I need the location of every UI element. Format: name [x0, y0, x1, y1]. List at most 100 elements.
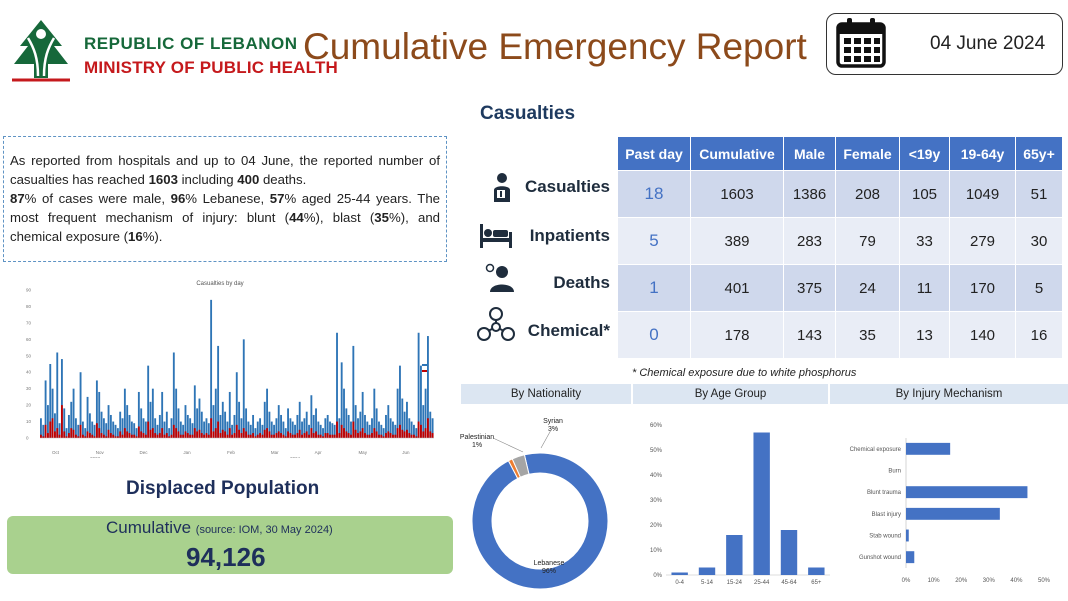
day-bar-deaths	[51, 418, 54, 438]
day-bar-casualties	[259, 418, 262, 438]
day-bar-deaths	[249, 434, 252, 438]
day-bar-casualties	[324, 418, 327, 438]
day-bar-deaths	[352, 421, 355, 438]
day-bar-deaths	[226, 434, 229, 438]
x-tick-label: 45-64	[781, 580, 797, 586]
day-bar-casualties	[256, 421, 259, 438]
casualties-table: Past day Cumulative Male Female <19y 19-…	[617, 136, 1063, 359]
day-bar-deaths	[214, 428, 217, 438]
x-tick-label: 40%	[1010, 578, 1023, 584]
x-tick-label: Dec	[140, 450, 149, 455]
y-tick-label: 60	[26, 337, 32, 342]
day-bar-deaths	[196, 431, 199, 438]
day-bar-casualties	[427, 336, 429, 438]
day-bar-deaths	[301, 434, 303, 438]
day-bar-casualties	[296, 414, 299, 438]
y-tick-label: 10%	[650, 548, 663, 554]
day-bar-deaths	[186, 433, 189, 438]
day-bar-casualties	[249, 424, 252, 438]
day-bar-casualties	[165, 411, 168, 438]
tab-by-age-group[interactable]: By Age Group	[633, 384, 828, 404]
day-bar-deaths	[142, 433, 145, 438]
day-bar-deaths	[305, 431, 308, 438]
day-bar-casualties	[385, 414, 387, 438]
casualties-by-day-chart: Casualties by day 0 10 20 30 40 50 60 70 80 90 Oct…	[26, 281, 434, 458]
day-bar-casualties	[245, 408, 248, 438]
day-bar-casualties	[161, 391, 164, 438]
y-tick-label: 20	[26, 403, 32, 408]
day-bar-casualties	[184, 405, 187, 438]
day-bar-deaths	[177, 431, 180, 438]
day-bar-casualties	[238, 401, 241, 438]
day-bar-casualties	[394, 424, 397, 438]
day-bar-casualties	[420, 365, 422, 438]
day-bar-casualties	[137, 391, 140, 438]
day-bar-deaths	[191, 434, 194, 438]
day-bar-deaths	[331, 434, 334, 438]
day-bar-casualties	[233, 414, 236, 438]
tab-by-injury-mechanism[interactable]: By Injury Mechanism	[830, 384, 1068, 404]
displaced-value: 94,126	[186, 542, 266, 572]
y-tick-label: 0	[26, 436, 29, 441]
x-tick-label: Mar	[271, 450, 279, 455]
hospital-bed-icon	[480, 224, 512, 248]
day-bar-casualties	[375, 408, 378, 438]
day-bar-casualties	[151, 388, 154, 438]
day-bar-casualties	[322, 428, 324, 438]
day-bar-deaths	[289, 433, 292, 438]
day-bar-casualties	[105, 423, 108, 438]
col-male: Male	[783, 136, 836, 171]
day-bar-deaths	[427, 418, 429, 438]
day-bar-deaths	[137, 426, 140, 438]
day-bar-deaths	[261, 434, 264, 438]
day-bar-casualties	[231, 424, 234, 438]
day-bar-casualties	[198, 398, 201, 438]
day-bar-casualties	[121, 418, 124, 438]
x-tick-label: 30%	[983, 578, 996, 584]
y-tick-label: 70	[26, 320, 32, 325]
day-bar-deaths	[72, 429, 75, 438]
day-bar-casualties	[163, 421, 166, 438]
year-label: 2024	[290, 456, 301, 458]
mechanism-bar	[906, 507, 1000, 520]
day-bar-casualties	[58, 423, 61, 438]
day-bar-deaths	[44, 424, 47, 438]
day-bar-deaths	[233, 433, 236, 438]
x-tick-label: 50%	[1038, 578, 1051, 584]
day-bar-casualties	[200, 411, 203, 438]
day-bar-deaths	[161, 428, 164, 438]
day-bar-casualties	[182, 424, 185, 438]
day-bar-casualties	[331, 423, 334, 438]
age-group-chart: 0% 10% 20% 30% 40% 50% 60% 0-4 5-14 15-24 25-44 45-…	[650, 423, 830, 586]
day-bar-casualties	[289, 418, 292, 438]
day-bar-casualties	[91, 421, 94, 438]
day-bar-casualties	[280, 414, 282, 438]
day-bar-casualties	[380, 424, 383, 438]
day-bar-deaths	[357, 433, 359, 438]
col-female: Female	[835, 136, 900, 171]
age-bar	[698, 567, 716, 575]
col-19-64: 19-64y	[949, 136, 1016, 171]
day-bar-casualties	[277, 405, 280, 438]
day-bar-casualties	[242, 339, 245, 438]
age-bar	[726, 535, 743, 575]
day-bar-casualties	[294, 424, 296, 438]
day-bar-deaths	[273, 434, 276, 438]
day-bar-deaths	[280, 433, 282, 438]
day-bar-deaths	[238, 429, 241, 438]
day-bar-casualties	[275, 418, 278, 438]
day-bar-casualties	[53, 413, 56, 438]
y-tick-label: 60%	[650, 423, 663, 429]
day-bar-deaths	[114, 436, 117, 438]
day-bar-deaths	[40, 434, 42, 438]
day-bar-casualties	[40, 418, 42, 438]
tab-by-nationality[interactable]: By Nationality	[461, 384, 631, 404]
day-bar-deaths	[389, 433, 392, 438]
day-bar-casualties	[149, 401, 152, 438]
displaced-title: Displaced Population	[126, 478, 320, 499]
day-bar-deaths	[175, 428, 178, 438]
day-bar-deaths	[172, 424, 175, 438]
x-tick-label: 0-4	[675, 580, 684, 586]
day-bar-deaths	[205, 433, 208, 438]
day-bar-deaths	[413, 434, 415, 438]
